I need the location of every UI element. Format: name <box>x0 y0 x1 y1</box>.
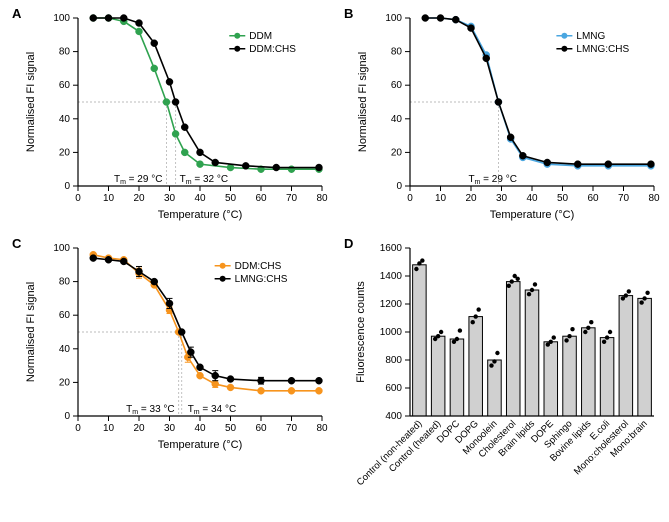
chart-svg: 0 10 20 30 40 50 60 70 80 0 20 40 60 80 100 Temperature… <box>12 236 332 456</box>
svg-text:70: 70 <box>286 423 298 434</box>
panel-label: C <box>12 236 21 251</box>
svg-text:10: 10 <box>103 193 115 204</box>
svg-text:50: 50 <box>557 193 569 204</box>
svg-text:LMNG:CHS: LMNG:CHS <box>576 44 629 55</box>
svg-text:DDM:CHS: DDM:CHS <box>249 44 296 55</box>
svg-text:1400: 1400 <box>380 271 403 282</box>
svg-text:400: 400 <box>385 411 402 422</box>
svg-text:30: 30 <box>496 193 508 204</box>
svg-text:Temperature (°C): Temperature (°C) <box>158 209 242 221</box>
svg-text:0: 0 <box>396 181 402 192</box>
svg-text:70: 70 <box>286 193 298 204</box>
svg-text:50: 50 <box>225 193 237 204</box>
svg-text:70: 70 <box>618 193 630 204</box>
svg-text:Temperature (°C): Temperature (°C) <box>158 439 242 451</box>
svg-text:60: 60 <box>255 423 267 434</box>
svg-text:20: 20 <box>465 193 477 204</box>
svg-text:100: 100 <box>53 13 70 24</box>
svg-text:1000: 1000 <box>380 327 403 338</box>
svg-text:40: 40 <box>194 193 206 204</box>
panel-label: A <box>12 6 21 21</box>
svg-text:80: 80 <box>391 47 403 58</box>
svg-text:0: 0 <box>407 193 413 204</box>
svg-text:40: 40 <box>526 193 538 204</box>
svg-text:40: 40 <box>194 423 206 434</box>
svg-text:0: 0 <box>64 181 70 192</box>
svg-text:20: 20 <box>391 147 403 158</box>
svg-text:60: 60 <box>59 80 71 91</box>
svg-text:80: 80 <box>316 423 328 434</box>
svg-text:60: 60 <box>255 193 267 204</box>
svg-text:LMNG: LMNG <box>576 31 605 42</box>
panel-label: B <box>344 6 353 21</box>
svg-text:80: 80 <box>648 193 660 204</box>
svg-text:Fluorescence counts: Fluorescence counts <box>355 281 367 383</box>
svg-text:30: 30 <box>164 423 176 434</box>
panel-b: B 0 10 20 30 40 50 60 70 80 0 20 40 60 80 100 Temperatur… <box>344 6 664 226</box>
svg-text:Temperature (°C): Temperature (°C) <box>490 209 574 221</box>
svg-text:1200: 1200 <box>380 299 403 310</box>
svg-text:10: 10 <box>103 423 115 434</box>
chart-svg: 0 10 20 30 40 50 60 70 80 0 20 40 60 80 100 Temperature… <box>344 6 664 226</box>
chart-svg: 400 600 800 1000 1200 1400 1600 Fluorescence co… <box>344 236 664 522</box>
svg-text:60: 60 <box>391 80 403 91</box>
svg-text:DDM: DDM <box>249 31 272 42</box>
svg-text:40: 40 <box>59 344 71 355</box>
svg-text:Normalised FI signal: Normalised FI signal <box>357 52 369 152</box>
svg-text:80: 80 <box>59 47 71 58</box>
svg-text:LMNG:CHS: LMNG:CHS <box>235 274 288 285</box>
svg-text:40: 40 <box>59 114 71 125</box>
svg-text:10: 10 <box>435 193 447 204</box>
svg-text:100: 100 <box>385 13 402 24</box>
panel-c: C 0 10 20 30 40 50 60 70 80 0 20 40 60 80 100 Temperatur… <box>12 236 332 456</box>
panel-a: A 0 10 20 30 40 50 60 70 80 0 20 40 60 80 100 Temperatur… <box>12 6 332 226</box>
svg-text:Tm = 29 °C: Tm = 29 °C <box>114 174 162 186</box>
svg-text:80: 80 <box>316 193 328 204</box>
svg-text:1600: 1600 <box>380 243 403 254</box>
svg-text:30: 30 <box>164 193 176 204</box>
svg-text:Tm = 33 °C: Tm = 33 °C <box>126 404 174 416</box>
svg-text:50: 50 <box>225 423 237 434</box>
svg-text:Tm = 32 °C: Tm = 32 °C <box>180 174 228 186</box>
svg-text:20: 20 <box>59 377 71 388</box>
panel-d: D 400 600 800 1000 1200 1400 1600 Fluorescence c… <box>344 236 664 522</box>
svg-text:800: 800 <box>385 355 402 366</box>
svg-text:600: 600 <box>385 383 402 394</box>
svg-text:20: 20 <box>133 193 145 204</box>
svg-text:40: 40 <box>391 114 403 125</box>
svg-text:60: 60 <box>59 310 71 321</box>
svg-text:20: 20 <box>133 423 145 434</box>
svg-text:Normalised FI signal: Normalised FI signal <box>25 282 37 382</box>
svg-text:0: 0 <box>64 411 70 422</box>
svg-text:100: 100 <box>53 243 70 254</box>
svg-text:0: 0 <box>75 423 81 434</box>
svg-text:80: 80 <box>59 277 71 288</box>
figure-root: A01020304050607080020406080100Temperatur… <box>0 0 669 522</box>
svg-text:Tm = 29 °C: Tm = 29 °C <box>468 174 516 186</box>
svg-text:Tm = 34 °C: Tm = 34 °C <box>188 404 236 416</box>
svg-text:Normalised FI signal: Normalised FI signal <box>25 52 37 152</box>
chart-svg: 0 10 20 30 40 50 60 70 80 0 20 40 60 80 100 Temperature… <box>12 6 332 226</box>
svg-text:0: 0 <box>75 193 81 204</box>
svg-text:20: 20 <box>59 147 71 158</box>
svg-text:60: 60 <box>587 193 599 204</box>
svg-text:DDM:CHS: DDM:CHS <box>235 261 282 272</box>
panel-label: D <box>344 236 353 251</box>
